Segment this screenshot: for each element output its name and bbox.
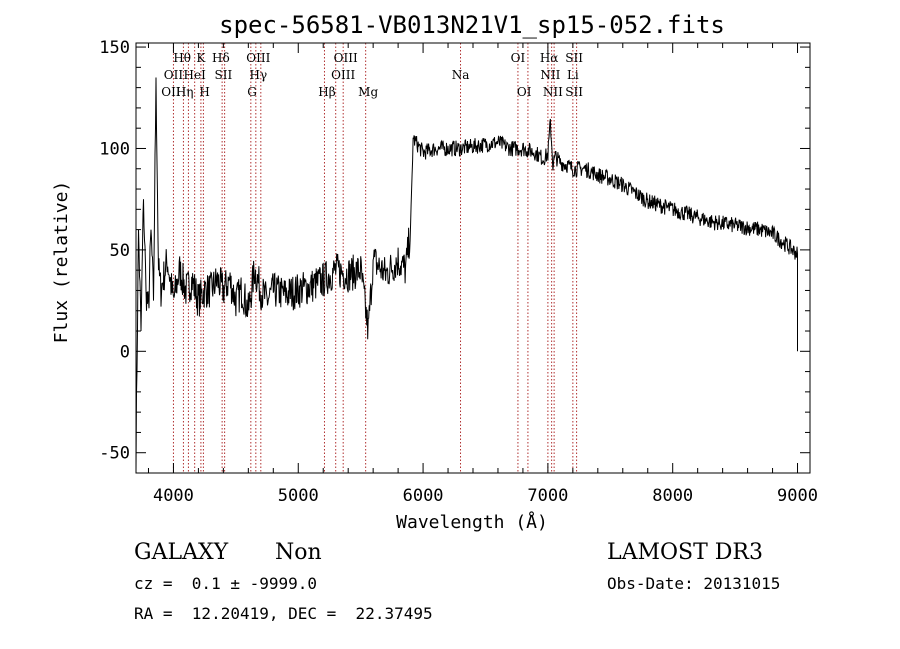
object-subclass: Non xyxy=(275,540,322,565)
x-tick-label: 5000 xyxy=(278,486,319,506)
line-label: SII xyxy=(215,68,233,82)
line-label: Li xyxy=(567,68,579,82)
y-axis-label: Flux (relative) xyxy=(51,181,72,344)
line-label: Mg xyxy=(358,85,378,99)
x-tick-label: 6000 xyxy=(403,486,444,506)
x-axis: 4000 5000 6000 7000 8000 9000 xyxy=(147,43,818,506)
line-label: K xyxy=(196,51,206,65)
redshift-readout: cz = 0.1 ± -9999.0 xyxy=(134,574,318,593)
line-label: Hα xyxy=(540,51,559,65)
y-axis: -50 0 50 100 150 xyxy=(99,38,810,464)
line-label: Hγ xyxy=(249,68,267,82)
line-label: G xyxy=(247,85,257,99)
y-tick-label: 150 xyxy=(99,38,130,58)
y-tick-label: -50 xyxy=(99,444,130,464)
y-tick-label: 50 xyxy=(110,241,130,261)
line-label: OIII xyxy=(331,68,355,82)
spectrum-line xyxy=(135,77,798,472)
y-tick-label: 100 xyxy=(99,139,130,159)
line-label: OII xyxy=(161,85,181,99)
x-tick-label: 8000 xyxy=(652,486,693,506)
line-label: Hβ xyxy=(318,85,335,99)
line-label: NII xyxy=(540,68,560,82)
y-tick-label: 0 xyxy=(120,342,130,362)
line-label: OIII xyxy=(334,51,358,65)
coords-readout: RA = 12.20419, DEC = 22.37495 xyxy=(134,604,433,623)
marker-lines xyxy=(172,43,578,473)
obs-date-readout: Obs-Date: 20131015 xyxy=(607,574,781,593)
object-class: GALAXY xyxy=(134,540,229,565)
line-label: HeI xyxy=(184,68,207,82)
x-tick-label: 4000 xyxy=(153,486,194,506)
line-label: OII xyxy=(164,68,184,82)
line-label: SII xyxy=(565,51,583,65)
line-label: Hη xyxy=(176,85,194,99)
line-labels: Hθ K Hδ OIII OIII OI Hα SII OII HeI SII Hγ OIII Na NII… xyxy=(161,51,583,99)
line-label: Hδ xyxy=(212,51,230,65)
x-tick-label: 9000 xyxy=(777,486,818,506)
plot-frame xyxy=(135,42,811,474)
line-label: Hθ xyxy=(173,51,191,65)
line-label: OIII xyxy=(246,51,270,65)
line-label: OI xyxy=(517,85,532,99)
line-label: Na xyxy=(452,68,470,82)
chart-title: spec-56581-VB013N21V1_sp15-052.fits xyxy=(219,11,725,39)
line-label: H xyxy=(199,85,209,99)
survey-name: LAMOST DR3 xyxy=(607,540,763,565)
x-axis-label: Wavelength (Å) xyxy=(396,511,548,533)
x-tick-label: 7000 xyxy=(527,486,568,506)
line-label: SII xyxy=(565,85,583,99)
line-label: NII xyxy=(543,85,563,99)
line-label: OI xyxy=(511,51,526,65)
